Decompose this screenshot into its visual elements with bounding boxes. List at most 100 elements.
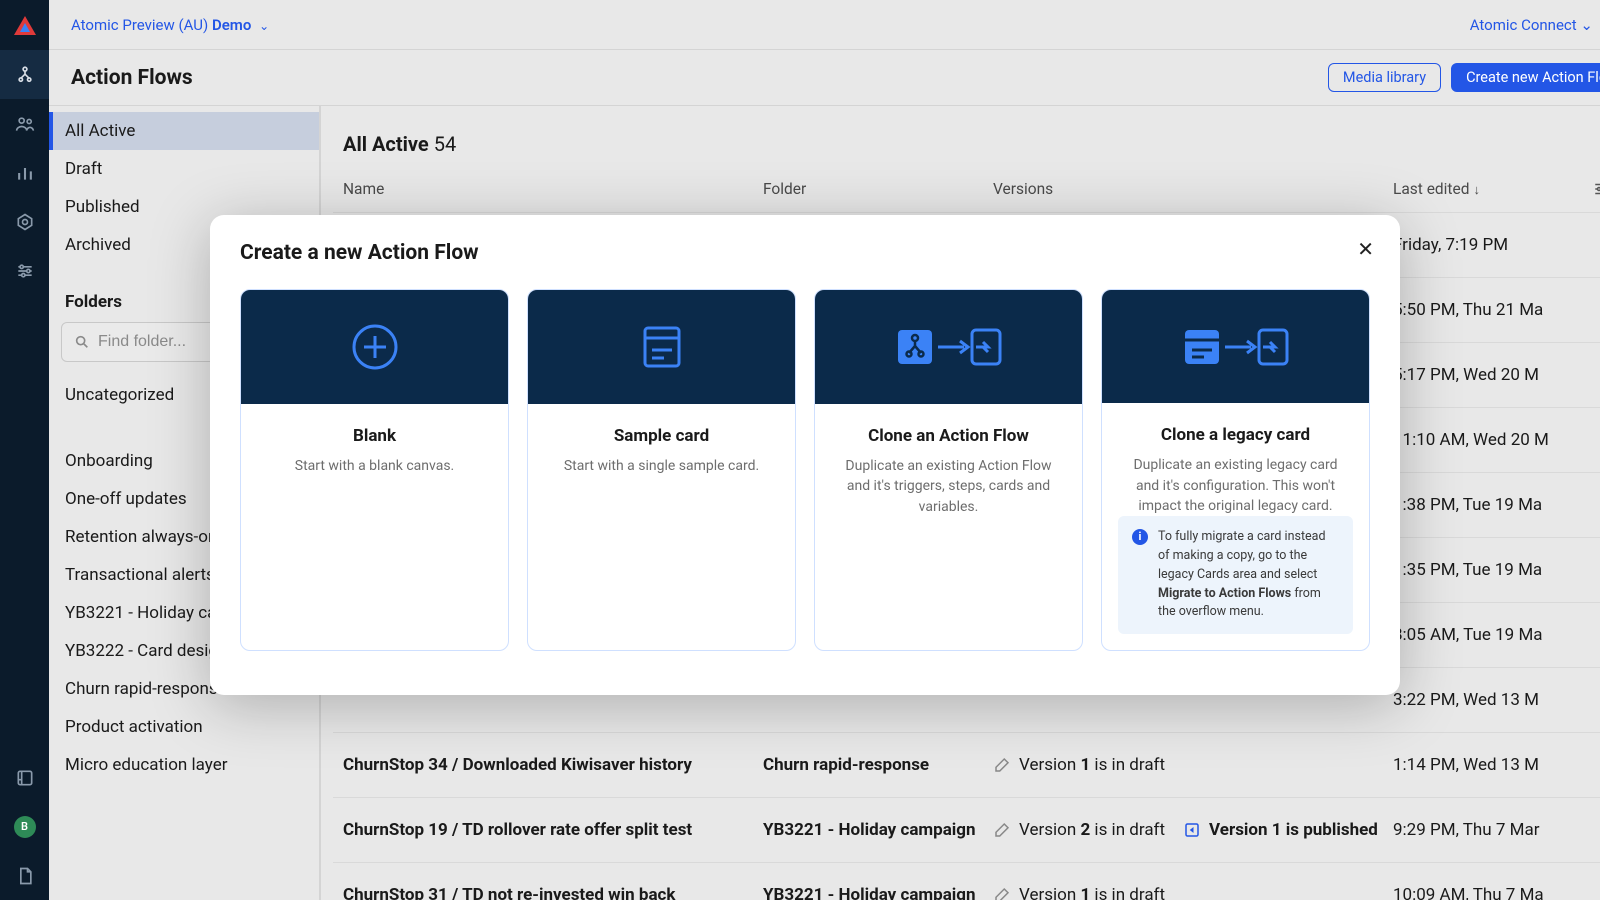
table-row[interactable]: 8:05 AM, Tue 19 Ma ⋮: [333, 603, 1600, 668]
row-name: ChurnStop 34 / Downloaded Kiwisaver hist…: [343, 755, 763, 775]
col-versions[interactable]: Versions: [993, 180, 1393, 198]
row-last-edited: 3:22 PM, Wed 13 M: [1393, 690, 1593, 710]
col-last-edited[interactable]: Last edited↓: [1393, 180, 1593, 198]
folder-item[interactable]: YB3222 - Card design launch: [49, 632, 319, 670]
row-folder: YB3221 - Holiday campaign: [763, 885, 993, 900]
row-last-edited: 10:09 AM, Thu 7 Ma: [1393, 885, 1593, 900]
avatar-initial: B: [14, 816, 36, 838]
row-overflow-menu[interactable]: ⋮: [1593, 623, 1600, 647]
draft-icon: [993, 821, 1011, 839]
row-overflow-menu[interactable]: ⋮: [1593, 558, 1600, 582]
table-row[interactable]: 1:38 PM, Tue 19 Ma ⋮: [333, 473, 1600, 538]
filter-item[interactable]: All Active: [49, 112, 319, 150]
row-versions: Version 1 is in draft: [993, 885, 1393, 900]
nav-settings-icon[interactable]: [0, 197, 49, 246]
folder-item[interactable]: YB3221 - Holiday campaign: [49, 594, 319, 632]
filter-settings-icon[interactable]: [1593, 180, 1600, 198]
row-last-edited: 9:29 PM, Thu 7 Mar: [1393, 820, 1593, 840]
col-folder[interactable]: Folder: [763, 180, 993, 198]
row-last-edited: 1:35 PM, Tue 19 Ma: [1393, 560, 1593, 580]
page-title: Action Flows: [71, 66, 193, 90]
nav-library-icon[interactable]: [0, 753, 49, 802]
draft-icon: [993, 886, 1011, 900]
version-chip: Version 1 is in draft: [993, 755, 1165, 775]
folder-item[interactable]: Onboarding: [49, 442, 319, 480]
content-heading-count: 54: [434, 132, 456, 156]
filter-item[interactable]: Draft: [49, 150, 319, 188]
row-overflow-menu[interactable]: ⋮: [1593, 688, 1600, 712]
row-overflow-menu[interactable]: ⋮: [1593, 233, 1600, 257]
folder-item[interactable]: Uncategorized: [49, 376, 319, 414]
nav-docs-icon[interactable]: [0, 851, 49, 900]
folder-item[interactable]: Churn rapid-response: [49, 670, 319, 708]
app-logo: [0, 0, 49, 50]
row-overflow-menu[interactable]: ⋮: [1593, 753, 1600, 777]
table-row[interactable]: ChurnStop 34 / Downloaded Kiwisaver hist…: [333, 733, 1600, 798]
org-env-picker[interactable]: Atomic Preview (AU) Demo ⌄: [71, 16, 269, 34]
row-name: ChurnStop 31 / TD not re-invested win ba…: [343, 885, 763, 900]
content-area: All Active 54 Name Folder Versions Last …: [321, 106, 1600, 900]
row-overflow-menu[interactable]: ⋮: [1593, 493, 1600, 517]
row-overflow-menu[interactable]: ⋮: [1593, 428, 1600, 452]
page-header: Action Flows Media library Create new Ac…: [49, 50, 1600, 106]
nav-action-flows-icon[interactable]: [0, 50, 49, 99]
table-row[interactable]: 11:10 AM, Wed 20 M ⋮: [333, 408, 1600, 473]
nav-analytics-icon[interactable]: [0, 148, 49, 197]
row-versions: Version 2 is in draft Version 1 is publis…: [993, 820, 1393, 840]
search-icon: [74, 334, 90, 350]
filter-item[interactable]: Published: [49, 188, 319, 226]
chevron-down-icon: ⌄: [1580, 16, 1593, 34]
row-name: ChurnStop 19 / TD rollover rate offer sp…: [343, 820, 763, 840]
nav-audience-icon[interactable]: [0, 99, 49, 148]
row-overflow-menu[interactable]: ⋮: [1593, 883, 1600, 900]
folder-item[interactable]: Retention always-on: [49, 518, 319, 556]
row-versions: Version 1 is in draft: [993, 755, 1393, 775]
folder-item[interactable]: Transactional alerts: [49, 556, 319, 594]
table-row[interactable]: Friday, 7:19 PM ⋮: [333, 213, 1600, 278]
filter-item[interactable]: Archived: [49, 226, 319, 264]
row-overflow-menu[interactable]: ⋮: [1593, 298, 1600, 322]
table-row[interactable]: 5:50 PM, Thu 21 Ma ⋮: [333, 278, 1600, 343]
nav-config-icon[interactable]: [0, 246, 49, 295]
nav-rail: B: [0, 0, 49, 900]
table-row[interactable]: ChurnStop 19 / TD rollover rate offer sp…: [333, 798, 1600, 863]
sort-desc-icon: ↓: [1473, 183, 1480, 198]
find-folder-field[interactable]: [61, 322, 307, 362]
draft-icon: [993, 756, 1011, 774]
breadcrumb-env: Demo: [212, 16, 251, 34]
published-icon: [1183, 821, 1201, 839]
row-last-edited: 5:50 PM, Thu 21 Ma: [1393, 300, 1593, 320]
media-library-button[interactable]: Media library: [1328, 63, 1441, 92]
row-folder: Churn rapid-response: [763, 755, 993, 775]
table-header: Name Folder Versions Last edited↓: [333, 180, 1600, 213]
row-folder: YB3221 - Holiday campaign: [763, 820, 993, 840]
create-action-flow-button[interactable]: Create new Action Flow: [1451, 63, 1600, 92]
topbar: Atomic Preview (AU) Demo ⌄ Atomic Connec…: [49, 0, 1600, 50]
row-last-edited: 8:05 AM, Tue 19 Ma: [1393, 625, 1593, 645]
folder-item[interactable]: One-off updates: [49, 480, 319, 518]
table-row[interactable]: 1:35 PM, Tue 19 Ma ⋮: [333, 538, 1600, 603]
row-last-edited: 11:10 AM, Wed 20 M: [1393, 430, 1593, 450]
atomic-connect-menu[interactable]: Atomic Connect ⌄: [1470, 16, 1593, 34]
folder-item[interactable]: Product activation: [49, 708, 319, 746]
folder-item[interactable]: Micro education layer: [49, 746, 319, 784]
nav-user-avatar[interactable]: B: [0, 802, 49, 851]
folders-heading: Folders: [49, 264, 319, 322]
content-heading: All Active 54: [343, 132, 1600, 156]
row-overflow-menu[interactable]: ⋮: [1593, 818, 1600, 842]
table-row[interactable]: 3:22 PM, Wed 13 M ⋮: [333, 668, 1600, 733]
row-last-edited: Friday, 7:19 PM: [1393, 235, 1593, 255]
version-chip: Version 1 is published: [1183, 820, 1378, 840]
row-last-edited: 1:38 PM, Tue 19 Ma: [1393, 495, 1593, 515]
version-chip: Version 2 is in draft: [993, 820, 1165, 840]
breadcrumb-org: Atomic Preview (AU): [71, 16, 208, 34]
row-overflow-menu[interactable]: ⋮: [1593, 363, 1600, 387]
version-chip: Version 1 is in draft: [993, 885, 1165, 900]
find-folder-input[interactable]: [98, 333, 305, 351]
col-name[interactable]: Name: [343, 180, 763, 198]
table-row[interactable]: ChurnStop 31 / TD not re-invested win ba…: [333, 863, 1600, 900]
content-heading-label: All Active: [343, 132, 429, 156]
table-row[interactable]: 5:17 PM, Wed 20 M ⋮: [333, 343, 1600, 408]
row-last-edited: 1:14 PM, Wed 13 M: [1393, 755, 1593, 775]
sidebar: All ActiveDraftPublishedArchived Folders…: [49, 106, 321, 900]
